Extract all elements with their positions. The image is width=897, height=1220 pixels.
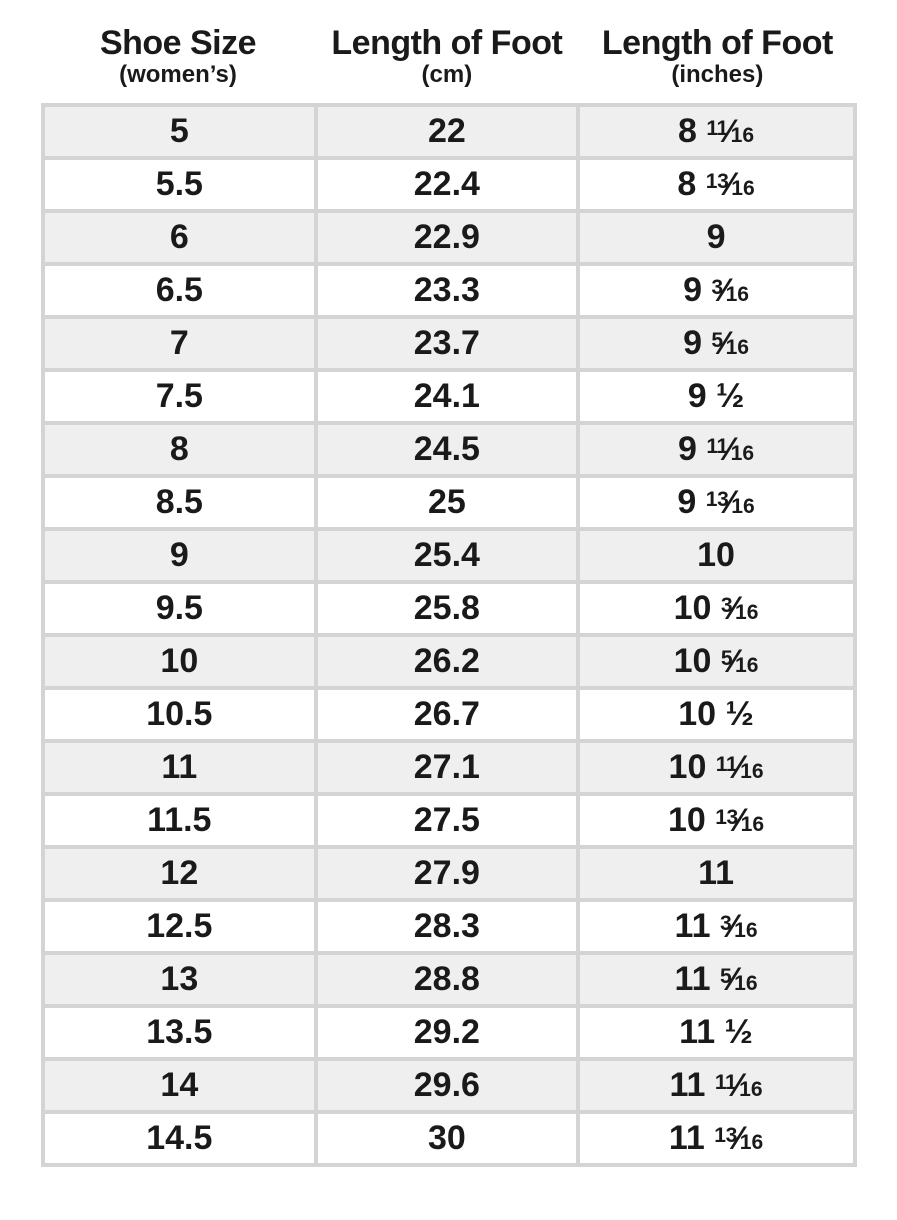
shoe-size-cell: 10 [40, 633, 319, 690]
shoe-size-cell: 7 [40, 315, 319, 372]
shoe-size-cell: 14 [40, 1057, 319, 1114]
shoe-size-cell: 6 [40, 209, 319, 266]
inches-cell: 9 11⁄16 [575, 421, 857, 478]
cm-cell: 27.9 [314, 845, 580, 902]
shoe-size-cell: 8 [40, 421, 319, 478]
inches-cell: 11 11⁄16 [575, 1057, 857, 1114]
cm-cell: 23.7 [314, 315, 580, 372]
inches-cell: 8 11⁄16 [575, 103, 857, 160]
column-subtitle-cm: (cm) [421, 61, 473, 88]
table-row: 13.5 29.2 11 ½ [40, 1004, 857, 1061]
column-header-length-cm: Length of Foot (cm) [315, 24, 578, 88]
cm-cell: 25 [314, 474, 580, 531]
inches-cell: 10 ½ [575, 686, 857, 743]
shoe-size-cell: 7.5 [40, 368, 319, 425]
cm-cell: 22.4 [314, 156, 580, 213]
cm-cell: 30 [314, 1110, 580, 1167]
column-title-shoe-size: Shoe Size [99, 24, 257, 62]
table-row: 11.5 27.5 10 13⁄16 [40, 792, 857, 849]
inches-cell: 10 [575, 527, 857, 584]
column-title-length-cm: Length of Foot [331, 24, 563, 62]
inches-cell: 10 5⁄16 [575, 633, 857, 690]
shoe-size-cell: 13 [40, 951, 319, 1008]
shoe-size-cell: 9.5 [40, 580, 319, 637]
inches-cell: 9 [575, 209, 857, 266]
table-row: 7 23.7 9 5⁄16 [40, 315, 857, 372]
shoe-size-cell: 12 [40, 845, 319, 902]
cm-cell: 26.7 [314, 686, 580, 743]
inches-cell: 9 ½ [575, 368, 857, 425]
inches-cell: 8 13⁄16 [575, 156, 857, 213]
cm-cell: 28.3 [314, 898, 580, 955]
cm-cell: 27.5 [314, 792, 580, 849]
inches-cell: 9 5⁄16 [575, 315, 857, 372]
shoe-size-cell: 9 [40, 527, 319, 584]
inches-cell: 10 3⁄16 [575, 580, 857, 637]
shoe-size-cell: 12.5 [40, 898, 319, 955]
column-header-shoe-size: Shoe Size (women’s) [41, 24, 316, 88]
inches-cell: 11 3⁄16 [575, 898, 857, 955]
table-row: 8.5 25 9 13⁄16 [40, 474, 857, 531]
inches-cell: 9 13⁄16 [575, 474, 857, 531]
shoe-size-cell: 10.5 [40, 686, 319, 743]
cm-cell: 24.1 [314, 368, 580, 425]
shoe-size-cell: 8.5 [40, 474, 319, 531]
cm-cell: 28.8 [314, 951, 580, 1008]
column-subtitle-inches: (inches) [671, 61, 764, 88]
inches-cell: 10 13⁄16 [575, 792, 857, 849]
table-row: 9.5 25.8 10 3⁄16 [40, 580, 857, 637]
inches-cell: 10 11⁄16 [575, 739, 857, 796]
shoe-size-cell: 5 [40, 103, 319, 160]
inches-cell: 9 3⁄16 [575, 262, 857, 319]
table-row: 7.5 24.1 9 ½ [40, 368, 857, 425]
column-title-length-inches: Length of Foot [601, 24, 833, 62]
cm-cell: 26.2 [314, 633, 580, 690]
inches-cell: 11 5⁄16 [575, 951, 857, 1008]
shoe-size-cell: 14.5 [40, 1110, 319, 1167]
table-row: 6.5 23.3 9 3⁄16 [40, 262, 857, 319]
column-subtitle-womens: (women’s) [119, 61, 237, 88]
cm-cell: 22.9 [314, 209, 580, 266]
cm-cell: 29.6 [314, 1057, 580, 1114]
cm-cell: 23.3 [314, 262, 580, 319]
cm-cell: 25.4 [314, 527, 580, 584]
column-header-length-inches: Length of Foot (inches) [578, 24, 856, 88]
table-row: 11 27.1 10 11⁄16 [40, 739, 857, 796]
inches-cell: 11 ½ [575, 1004, 857, 1061]
table-row: 12 27.9 11 [40, 845, 857, 902]
cm-cell: 22 [314, 103, 580, 160]
cm-cell: 27.1 [314, 739, 580, 796]
shoe-size-cell: 5.5 [40, 156, 319, 213]
cm-cell: 29.2 [314, 1004, 580, 1061]
table-row: 6 22.9 9 [40, 209, 857, 266]
table-row: 14.5 30 11 13⁄16 [40, 1110, 857, 1167]
conversion-table-body: 5 22 8 11⁄16 5.5 22.4 8 13⁄16 6 22.9 9 6.5 23.3 9 3… [40, 103, 857, 1167]
cm-cell: 24.5 [314, 421, 580, 478]
table-row: 5.5 22.4 8 13⁄16 [40, 156, 857, 213]
table-row: 14 29.6 11 11⁄16 [40, 1057, 857, 1114]
inches-cell: 11 [575, 845, 857, 902]
shoe-size-cell: 11.5 [40, 792, 319, 849]
table-row: 5 22 8 11⁄16 [40, 103, 857, 160]
table-row: 13 28.8 11 5⁄16 [40, 951, 857, 1008]
shoe-size-cell: 13.5 [40, 1004, 319, 1061]
shoe-size-conversion-chart: Shoe Size (women’s) Length of Foot (cm) … [40, 24, 857, 1167]
table-row: 12.5 28.3 11 3⁄16 [40, 898, 857, 955]
table-row: 10 26.2 10 5⁄16 [40, 633, 857, 690]
table-row: 9 25.4 10 [40, 527, 857, 584]
table-row: 10.5 26.7 10 ½ [40, 686, 857, 743]
shoe-size-cell: 11 [40, 739, 319, 796]
table-header: Shoe Size (women’s) Length of Foot (cm) … [41, 24, 857, 88]
inches-cell: 11 13⁄16 [575, 1110, 857, 1167]
conversion-table: 5 22 8 11⁄16 5.5 22.4 8 13⁄16 6 22.9 9 6.5 23.3 9 3… [40, 103, 857, 1167]
table-row: 8 24.5 9 11⁄16 [40, 421, 857, 478]
cm-cell: 25.8 [314, 580, 580, 637]
shoe-size-cell: 6.5 [40, 262, 319, 319]
